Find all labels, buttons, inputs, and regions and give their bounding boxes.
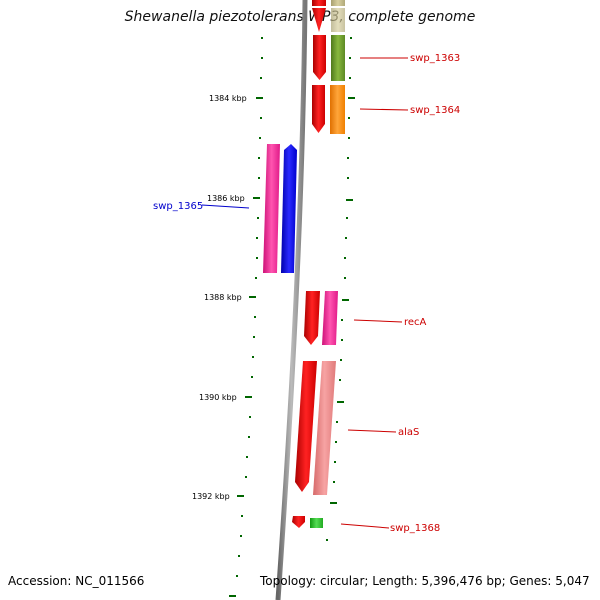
gene-swp-1364[interactable] <box>312 85 345 134</box>
genome-backbone <box>275 0 308 600</box>
gene-alas[interactable] <box>295 361 336 495</box>
gene-top-partial <box>312 0 345 32</box>
gene-swp-1365[interactable] <box>263 144 297 273</box>
gene-reca[interactable] <box>304 291 338 345</box>
tick-marks-right <box>326 37 355 541</box>
gene-label-swp-1364[interactable]: swp_1364 <box>410 105 460 116</box>
tick-marks-left <box>229 37 263 597</box>
gene-label-swp-1365[interactable]: swp_1365 <box>153 201 203 212</box>
scale-label: 1384 kbp <box>209 94 247 103</box>
gene-label-alas[interactable]: alaS <box>398 427 419 438</box>
gene-label-reca[interactable]: recA <box>404 317 427 328</box>
scale-label: 1388 kbp <box>204 293 242 302</box>
scale-label: 1386 kbp <box>207 194 245 203</box>
scale-label: 1392 kbp <box>192 492 230 501</box>
gene-label-swp-1363[interactable]: swp_1363 <box>410 53 460 64</box>
gene-label-swp-1368[interactable]: swp_1368 <box>390 523 440 534</box>
genome-summary-text: Topology: circular; Length: 5,396,476 bp… <box>260 574 590 588</box>
genome-title: Shewanella piezotolerans WP3, complete g… <box>124 9 476 25</box>
accession-text: Accession: NC_011566 <box>8 574 145 588</box>
gene-swp-1368[interactable] <box>292 516 323 528</box>
gene-swp-1363[interactable] <box>313 35 345 81</box>
label-leaders <box>201 57 409 529</box>
scale-label: 1390 kbp <box>199 393 237 402</box>
